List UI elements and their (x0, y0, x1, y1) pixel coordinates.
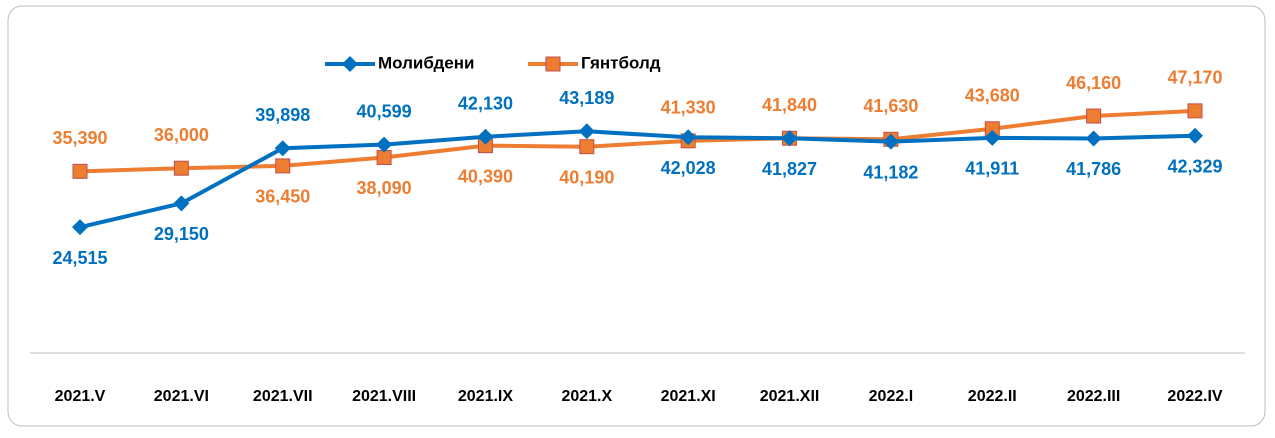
legend-marker (545, 56, 561, 72)
x-tick-label: 2021.VII (253, 388, 313, 405)
x-tick-label: 2022.III (1067, 388, 1120, 405)
data-label: 42,130 (458, 93, 513, 113)
data-label: 24,515 (52, 248, 107, 268)
x-tick-label: 2022.IV (1167, 388, 1222, 405)
data-point (376, 136, 393, 153)
x-tick-label: 2022.II (968, 388, 1017, 405)
data-label: 39,898 (255, 105, 310, 125)
data-label: 46,160 (1066, 73, 1121, 93)
data-point (1187, 103, 1203, 119)
legend-marker (342, 56, 358, 72)
data-point (274, 140, 291, 157)
x-tick-label: 2021.XII (760, 388, 820, 405)
data-point (1085, 130, 1102, 147)
data-label: 41,330 (661, 98, 716, 118)
data-label: 36,000 (154, 125, 209, 145)
data-point (173, 160, 189, 176)
data-label: 35,390 (52, 128, 107, 148)
data-label: 47,170 (1167, 68, 1222, 88)
data-label: 41,827 (762, 159, 817, 179)
series-line (79, 129, 1196, 230)
data-point (680, 129, 697, 146)
legend-label: Гянтболд (581, 53, 661, 72)
data-label: 41,182 (863, 162, 918, 182)
data-label: 41,911 (965, 159, 1019, 179)
data-label: 40,190 (559, 167, 614, 187)
chart-frame (7, 5, 1266, 427)
data-label: 43,680 (965, 86, 1020, 106)
data-point (1086, 108, 1102, 124)
data-point (578, 123, 595, 140)
data-point (579, 139, 595, 155)
x-tick-label: 2021.X (561, 388, 612, 405)
data-label: 38,090 (357, 178, 412, 198)
x-tick-label: 2021.VIII (352, 388, 416, 405)
data-label: 36,450 (255, 187, 310, 207)
data-label: 43,189 (559, 88, 614, 108)
data-label: 41,840 (762, 95, 817, 115)
data-point (173, 195, 190, 212)
data-label: 29,150 (154, 224, 209, 244)
data-label: 42,329 (1167, 156, 1222, 176)
x-tick-label: 2021.V (55, 388, 106, 405)
data-point (1187, 127, 1203, 144)
data-label: 40,390 (458, 166, 513, 186)
data-label: 41,630 (863, 96, 918, 116)
x-tick-label: 2021.IX (458, 388, 513, 405)
data-point (984, 129, 1001, 146)
x-tick-label: 2021.VI (154, 388, 209, 405)
data-label: 40,599 (357, 101, 412, 121)
data-point (477, 128, 494, 145)
data-point (781, 130, 798, 147)
data-point (72, 163, 88, 179)
legend-label: Молибдени (378, 53, 474, 72)
data-point (275, 158, 291, 174)
data-point (882, 133, 899, 150)
data-point (72, 219, 88, 236)
series-line (79, 108, 1196, 174)
data-label: 42,028 (661, 158, 716, 178)
data-label: 41,786 (1066, 159, 1121, 179)
x-tick-label: 2022.I (869, 388, 913, 405)
x-tick-label: 2021.XI (661, 388, 716, 405)
